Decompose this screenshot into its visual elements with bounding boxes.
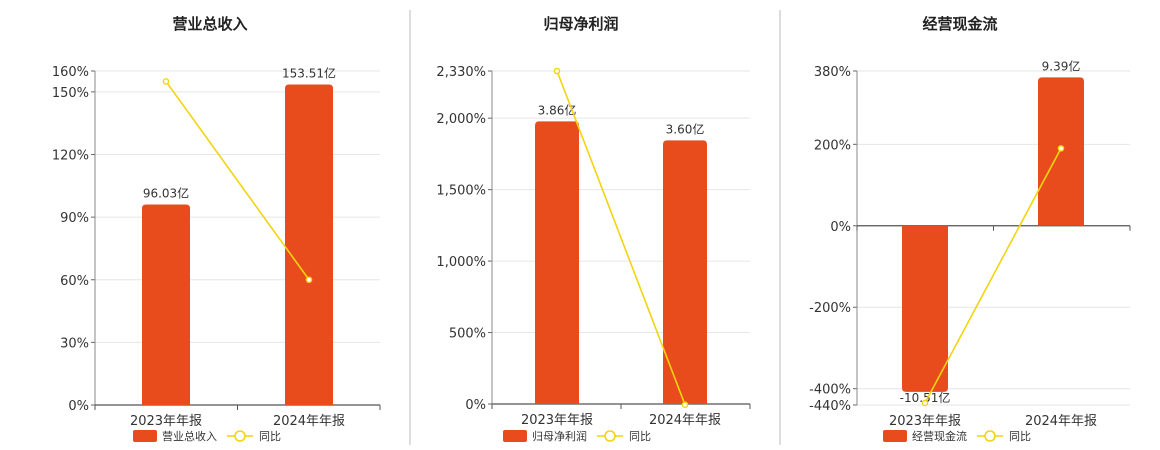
chart2-x-tick-label: 2024年年报 xyxy=(649,413,721,428)
chart2-yoy-line xyxy=(556,70,686,406)
chart1-legend-bar-swatch xyxy=(133,430,157,442)
chart2-y-tick-label: 1,500% xyxy=(436,184,486,199)
chart1-y-tick-label: 120% xyxy=(52,149,89,164)
chart2-legend-bar-swatch xyxy=(503,430,527,442)
chart1-y-tick-label: 60% xyxy=(60,274,89,289)
chart3-y-tick-label: -440% xyxy=(809,399,851,414)
chart1-y-tick-label: 30% xyxy=(60,336,89,351)
chart3-y-tick-label: 380% xyxy=(814,65,851,80)
chart2-x-tick-label: 2023年年报 xyxy=(521,413,593,428)
chart2-title: 归母净利润 xyxy=(543,15,618,33)
chart2-yoy-point-1 xyxy=(553,67,561,75)
chart3-bar-label-2: 9.39亿 xyxy=(1042,58,1081,73)
chart1-legend-line-marker xyxy=(234,430,246,442)
chart3-yoy-point-1 xyxy=(921,399,929,407)
chart3-y-tick-label: -200% xyxy=(809,301,851,316)
chart2-y-tick-label: 0% xyxy=(465,398,486,413)
chart2-bar-label-2: 3.60亿 xyxy=(666,121,705,136)
chart1-yoy-point-2 xyxy=(305,276,313,284)
chart1-title: 营业总收入 xyxy=(172,15,247,33)
chart2-legend-line-marker xyxy=(604,430,616,442)
chart2-yoy-point-2 xyxy=(681,401,689,409)
chart1-x-tick-label: 2023年年报 xyxy=(130,414,202,429)
chart1-bar-2 xyxy=(285,84,333,405)
chart2-legend-bar-label: 归母净利润 xyxy=(532,429,587,443)
chart3-y-tick-label: 200% xyxy=(814,138,851,153)
chart3-legend-bar-swatch xyxy=(883,430,907,442)
chart1-bar-label-2: 153.51亿 xyxy=(282,66,336,81)
chart1-bar-label-1: 96.03亿 xyxy=(143,186,189,201)
chart3-title: 经营现金流 xyxy=(922,15,997,33)
chart1-yoy-point-1 xyxy=(162,78,170,85)
chart1-x-tick-label: 2024年年报 xyxy=(273,414,345,429)
chart3-y-tick-label: -400% xyxy=(809,383,851,398)
chart3-bar-1 xyxy=(902,225,948,392)
chart1-y-tick-label: 160% xyxy=(52,65,89,80)
chart3-y-tick-label: 0% xyxy=(830,220,851,235)
chart1-legend-line-label: 同比 xyxy=(259,430,281,443)
chart3-x-tick-label: 2023年年报 xyxy=(889,414,961,429)
chart2-y-tick-label: 1,000% xyxy=(436,255,486,270)
chart1-y-tick-label: 90% xyxy=(60,211,89,226)
chart1-y-tick-label: 0% xyxy=(68,399,89,414)
chart2-y-tick-label: 2,000% xyxy=(436,112,486,127)
chart2-legend-line-label: 同比 xyxy=(629,430,651,443)
chart3-x-tick-label: 2024年年报 xyxy=(1025,414,1097,429)
chart3-legend-bar-label: 经营现金流 xyxy=(912,429,967,443)
chart1-y-tick-label: 150% xyxy=(52,86,89,101)
chart2-y-tick-label: 2,330% xyxy=(436,65,486,80)
chart3-legend-line-label: 同比 xyxy=(1009,430,1031,443)
chart3-legend-line-marker xyxy=(984,430,996,442)
chart2-bar-label-1: 3.86亿 xyxy=(538,102,577,117)
chart1-bar-1 xyxy=(142,204,190,405)
chart1-yoy-line xyxy=(165,80,310,281)
chart2-bar-1 xyxy=(535,121,579,405)
chart3-yoy-line xyxy=(924,148,1062,404)
chart2-bar-2 xyxy=(663,140,707,405)
chart1-legend-bar-label: 营业总收入 xyxy=(162,429,217,443)
chart3-yoy-point-2 xyxy=(1057,145,1065,152)
chart2-y-tick-label: 500% xyxy=(449,327,486,342)
chart3-bar-label-1: -10.51亿 xyxy=(900,390,951,405)
